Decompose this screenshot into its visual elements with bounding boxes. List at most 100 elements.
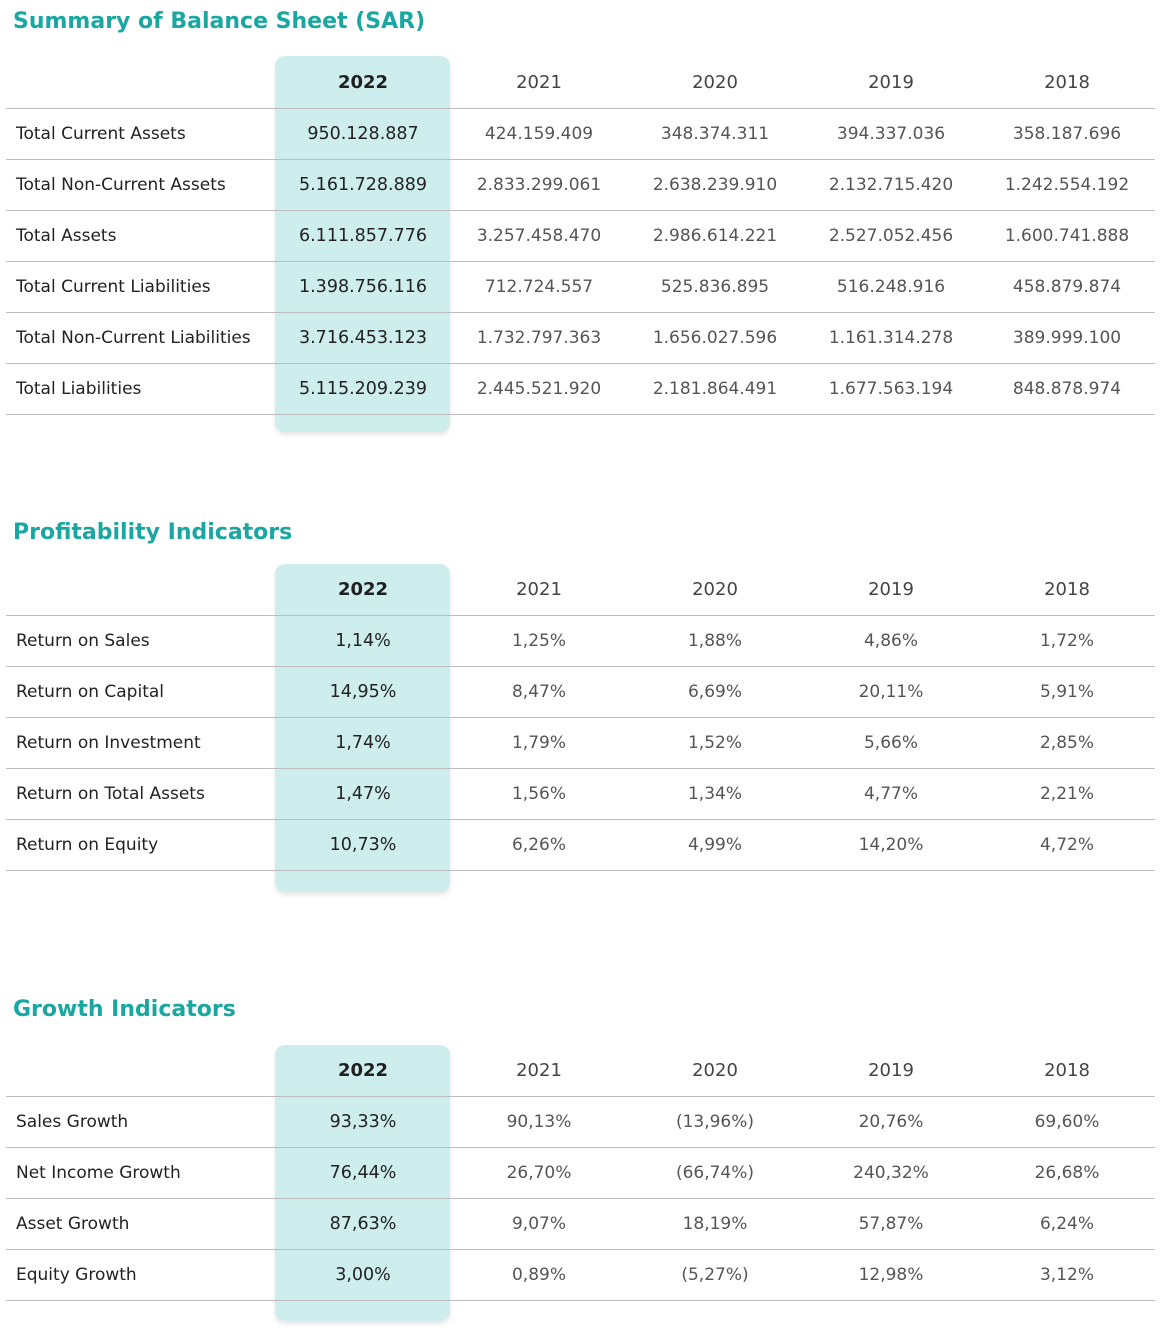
value-cell: 10,73% — [329, 835, 397, 855]
year-header: 2019 — [868, 72, 914, 93]
value-cell: 20,76% — [858, 1112, 924, 1132]
year-header: 2018 — [1044, 72, 1090, 93]
value-cell: 6,26% — [511, 835, 566, 855]
value-cell: 3.257.458.470 — [476, 226, 602, 246]
value-cell: (13,96%) — [675, 1112, 755, 1132]
row-label: Total Non-Current Liabilities — [16, 328, 251, 348]
value-cell: 93,33% — [329, 1112, 397, 1132]
value-cell: 1,47% — [335, 784, 391, 804]
value-cell: 5,66% — [863, 733, 918, 753]
table-row: Return on Total Assets 1,47% 1,56% 1,34%… — [6, 768, 1155, 819]
value-cell: 4,77% — [863, 784, 918, 804]
value-cell: 1.242.554.192 — [1004, 175, 1130, 195]
highlight-column-2022 — [275, 1045, 450, 1321]
value-cell: 8,47% — [511, 682, 566, 702]
table-row: Equity Growth 3,00% 0,89% (5,27%) 12,98%… — [6, 1249, 1155, 1301]
table-row: Net Income Growth 76,44% 26,70% (66,74%)… — [6, 1147, 1155, 1198]
highlight-column-2022 — [275, 56, 450, 432]
value-cell: 87,63% — [329, 1214, 397, 1234]
value-cell: 2.181.864.491 — [652, 379, 778, 399]
row-label: Asset Growth — [16, 1214, 130, 1234]
year-header: 2022 — [337, 1060, 389, 1081]
value-cell: 389.999.100 — [1012, 328, 1122, 348]
value-cell: 1.600.741.888 — [1004, 226, 1130, 246]
value-cell: 2.833.299.061 — [476, 175, 602, 195]
table-header-row: 2022 2021 2020 2019 2018 — [6, 57, 1155, 108]
row-label: Net Income Growth — [16, 1163, 181, 1183]
value-cell: 848.878.974 — [1012, 379, 1122, 399]
year-header: 2021 — [516, 72, 562, 93]
value-cell: 516.248.916 — [836, 277, 946, 297]
value-cell: 4,72% — [1039, 835, 1094, 855]
value-cell: 348.374.311 — [660, 124, 770, 144]
table-row: Return on Investment 1,74% 1,79% 1,52% 5… — [6, 717, 1155, 768]
value-cell: 90,13% — [506, 1112, 572, 1132]
value-cell: 2,21% — [1039, 784, 1094, 804]
value-cell: 69,60% — [1034, 1112, 1100, 1132]
value-cell: 5.115.209.239 — [298, 379, 428, 399]
table-row: Return on Capital 14,95% 8,47% 6,69% 20,… — [6, 666, 1155, 717]
table-row: Return on Sales 1,14% 1,25% 1,88% 4,86% … — [6, 615, 1155, 666]
profitability-table: 2022 2021 2020 2019 2018 Return on Sales… — [6, 564, 1155, 871]
value-cell: 394.337.036 — [836, 124, 946, 144]
value-cell: 3,12% — [1039, 1265, 1094, 1285]
value-cell: 3.716.453.123 — [298, 328, 428, 348]
year-header: 2020 — [692, 579, 738, 600]
table-row: Asset Growth 87,63% 9,07% 18,19% 57,87% … — [6, 1198, 1155, 1249]
value-cell: 57,87% — [858, 1214, 924, 1234]
value-cell: 712.724.557 — [484, 277, 594, 297]
year-header: 2022 — [337, 579, 389, 600]
value-cell: (5,27%) — [681, 1265, 749, 1285]
value-cell: 1,88% — [687, 631, 742, 651]
growth-table: 2022 2021 2020 2019 2018 Sales Growth 93… — [6, 1045, 1155, 1301]
value-cell: 1.732.797.363 — [476, 328, 602, 348]
year-header: 2019 — [868, 579, 914, 600]
table-row: Total Liabilities 5.115.209.239 2.445.52… — [6, 363, 1155, 415]
value-cell: 14,95% — [329, 682, 397, 702]
table-row: Total Assets 6.111.857.776 3.257.458.470… — [6, 210, 1155, 261]
value-cell: 424.159.409 — [484, 124, 594, 144]
value-cell: 12,98% — [858, 1265, 924, 1285]
value-cell: 2.445.521.920 — [476, 379, 602, 399]
value-cell: 1,14% — [335, 631, 391, 651]
value-cell: 5.161.728.889 — [298, 175, 428, 195]
value-cell: 6,24% — [1039, 1214, 1094, 1234]
year-header: 2018 — [1044, 1060, 1090, 1081]
value-cell: 1.656.027.596 — [652, 328, 778, 348]
table-row: Total Current Assets 950.128.887 424.159… — [6, 108, 1155, 159]
value-cell: 525.836.895 — [660, 277, 770, 297]
balance-sheet-table: 2022 2021 2020 2019 2018 Total Current A… — [6, 57, 1155, 415]
value-cell: 1.161.314.278 — [828, 328, 954, 348]
table-row: Total Non-Current Assets 5.161.728.889 2… — [6, 159, 1155, 210]
row-label: Return on Sales — [16, 631, 150, 651]
value-cell: 6.111.857.776 — [298, 226, 428, 246]
value-cell: 6,69% — [687, 682, 742, 702]
year-header: 2020 — [692, 72, 738, 93]
value-cell: 76,44% — [329, 1163, 397, 1183]
balance-sheet-title: Summary of Balance Sheet (SAR) — [13, 9, 426, 34]
year-header: 2021 — [516, 579, 562, 600]
value-cell: 950.128.887 — [307, 124, 419, 144]
row-label: Return on Total Assets — [16, 784, 205, 804]
value-cell: 18,19% — [682, 1214, 748, 1234]
year-header: 2018 — [1044, 579, 1090, 600]
row-label: Sales Growth — [16, 1112, 129, 1132]
row-label: Total Assets — [16, 226, 117, 246]
value-cell: 20,11% — [858, 682, 924, 702]
year-header: 2019 — [868, 1060, 914, 1081]
row-label: Total Liabilities — [16, 379, 142, 399]
row-label: Return on Capital — [16, 682, 165, 702]
value-cell: 1,72% — [1039, 631, 1094, 651]
row-label: Total Current Assets — [16, 124, 186, 144]
value-cell: 4,86% — [863, 631, 918, 651]
year-header: 2021 — [516, 1060, 562, 1081]
value-cell: 458.879.874 — [1012, 277, 1122, 297]
table-row: Total Current Liabilities 1.398.756.116 … — [6, 261, 1155, 312]
value-cell: 1,79% — [511, 733, 566, 753]
value-cell: 5,91% — [1039, 682, 1094, 702]
table-row: Sales Growth 93,33% 90,13% (13,96%) 20,7… — [6, 1096, 1155, 1147]
table-row: Return on Equity 10,73% 6,26% 4,99% 14,2… — [6, 819, 1155, 871]
value-cell: 1.398.756.116 — [298, 277, 428, 297]
value-cell: 2.132.715.420 — [828, 175, 954, 195]
value-cell: 358.187.696 — [1012, 124, 1122, 144]
